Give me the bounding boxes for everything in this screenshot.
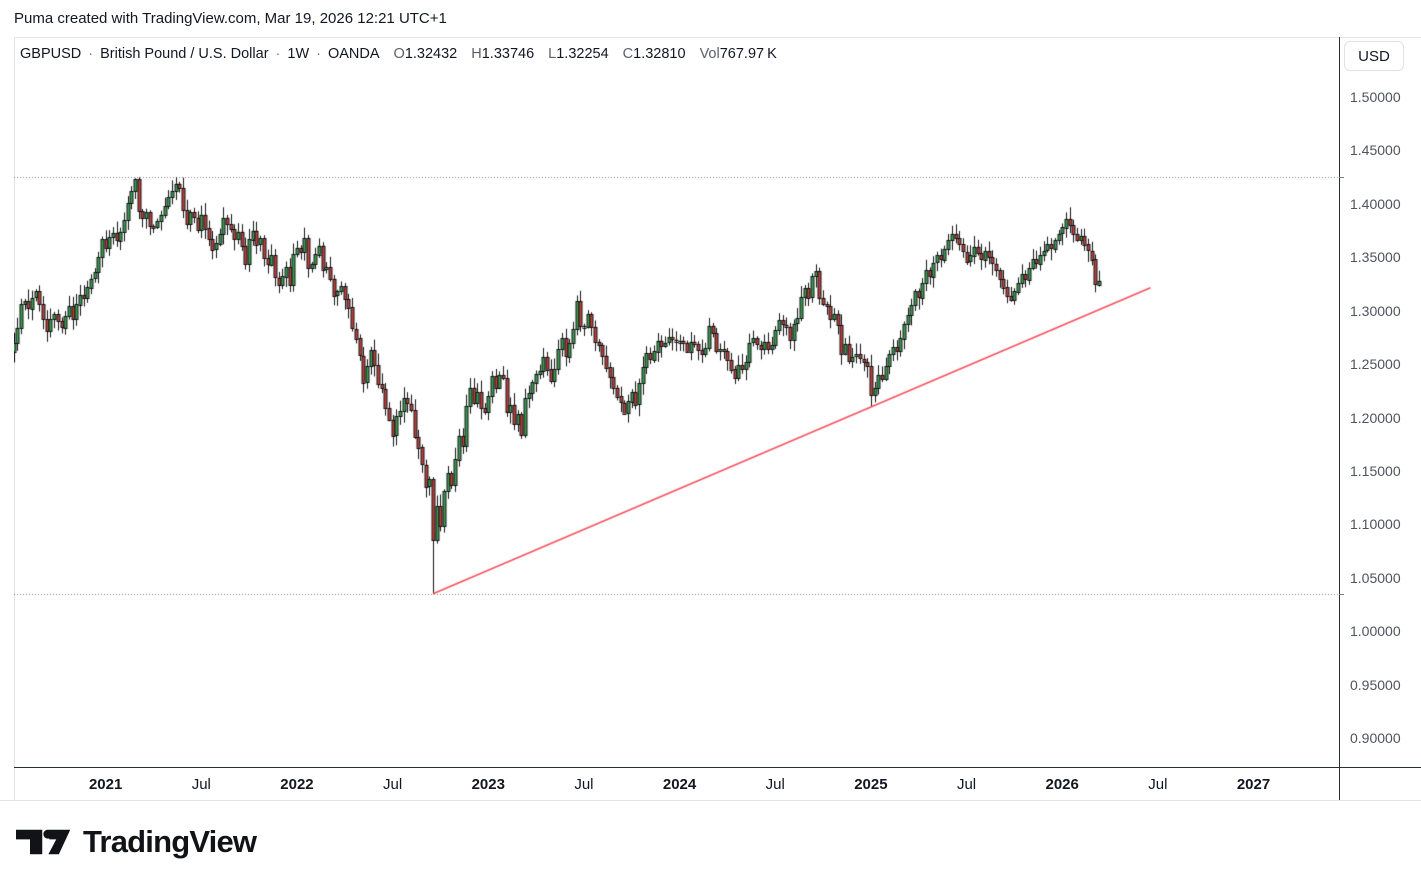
price-tick-label: 1.45000 xyxy=(1350,142,1401,159)
price-tick-label: 1.05000 xyxy=(1350,569,1401,586)
price-range-tick xyxy=(1339,177,1344,179)
time-tick-label: Jul xyxy=(383,776,403,793)
volume-group: Vol767.97 K xyxy=(700,46,777,62)
price-tick-label: 1.35000 xyxy=(1350,249,1401,266)
close-label: C xyxy=(622,46,634,62)
legend-separator: · xyxy=(275,46,281,62)
time-tick-label: Jul xyxy=(956,776,977,793)
time-tick-label: 2024 xyxy=(662,776,697,793)
close-value-group: C1.32810 xyxy=(623,46,686,62)
price-tick-label: 1.30000 xyxy=(1350,302,1401,319)
price-range-tick xyxy=(1339,593,1344,595)
price-tick-label: 1.10000 xyxy=(1350,516,1401,533)
open-value-group: O1.32432 xyxy=(394,46,458,62)
interval-label: 1W xyxy=(287,46,310,62)
attribution-text: Puma created with TradingView.com, Mar 1… xyxy=(14,10,447,27)
open-label: O xyxy=(393,46,405,62)
time-tick-label: 2022 xyxy=(280,776,314,793)
time-tick-label: 2021 xyxy=(88,776,123,793)
outer-frame-bottom xyxy=(0,800,1421,801)
price-tick-label: 1.15000 xyxy=(1350,462,1401,479)
volume-label: Vol xyxy=(699,46,720,62)
time-tick-label: 2025 xyxy=(854,776,888,793)
price-tick-label: 1.00000 xyxy=(1350,623,1401,640)
chart-plot-area[interactable] xyxy=(14,37,1339,767)
price-tick-label: 1.40000 xyxy=(1350,195,1401,212)
high-value: 1.33746 xyxy=(481,46,535,62)
high-label: H xyxy=(471,46,482,62)
price-tick-label: 1.25000 xyxy=(1350,356,1401,373)
time-tick-label: 2023 xyxy=(471,776,505,793)
tradingview-logo-text: TradingView xyxy=(83,824,257,859)
volume-unit: K xyxy=(767,46,777,62)
candlestick-canvas[interactable] xyxy=(14,37,1339,767)
time-tick-label: Jul xyxy=(574,776,594,793)
time-tick-label: 2027 xyxy=(1236,776,1271,793)
chart-legend[interactable]: GBPUSD · British Pound / U.S. Dollar · 1… xyxy=(20,46,777,62)
exchange-label: OANDA xyxy=(327,46,380,62)
time-axis[interactable]: 2021 Jul 2022 Jul 2023 Jul 2024 Jul 2025 Jul 2026 J… xyxy=(0,768,1339,800)
price-axis[interactable]: USD 1.50000 1.45000 1.40000 1.35000 1.30000 1… xyxy=(1339,37,1421,767)
open-value: 1.32432 xyxy=(404,46,458,62)
time-tick-label: Jul xyxy=(1148,776,1168,793)
price-tick-label: 0.95000 xyxy=(1350,676,1401,693)
time-axis-separator xyxy=(14,767,1421,768)
low-label: L xyxy=(548,46,557,62)
legend-separator: · xyxy=(88,46,94,62)
tradingview-logo-icon xyxy=(16,829,71,855)
high-value-group: H1.33746 xyxy=(471,46,534,62)
legend-separator: · xyxy=(316,46,321,62)
close-value: 1.32810 xyxy=(633,46,686,62)
symbol-name: GBPUSD xyxy=(20,46,82,62)
tradingview-branding[interactable]: TradingView xyxy=(16,822,257,862)
price-tick-label: 0.90000 xyxy=(1350,730,1401,747)
currency-button[interactable]: USD xyxy=(1344,41,1404,71)
price-tick-label: 1.20000 xyxy=(1350,409,1401,426)
low-value: 1.32254 xyxy=(556,46,609,62)
volume-value: 767.97 xyxy=(719,46,765,62)
symbol-description: British Pound / U.S. Dollar xyxy=(100,46,269,62)
time-tick-label: Jul xyxy=(191,776,211,793)
low-value-group: L1.32254 xyxy=(548,46,609,62)
time-tick-label: 2026 xyxy=(1045,776,1079,793)
time-tick-label: Jul xyxy=(765,776,785,793)
price-tick-label: 1.50000 xyxy=(1350,89,1401,105)
price-axis-separator xyxy=(1339,37,1340,800)
